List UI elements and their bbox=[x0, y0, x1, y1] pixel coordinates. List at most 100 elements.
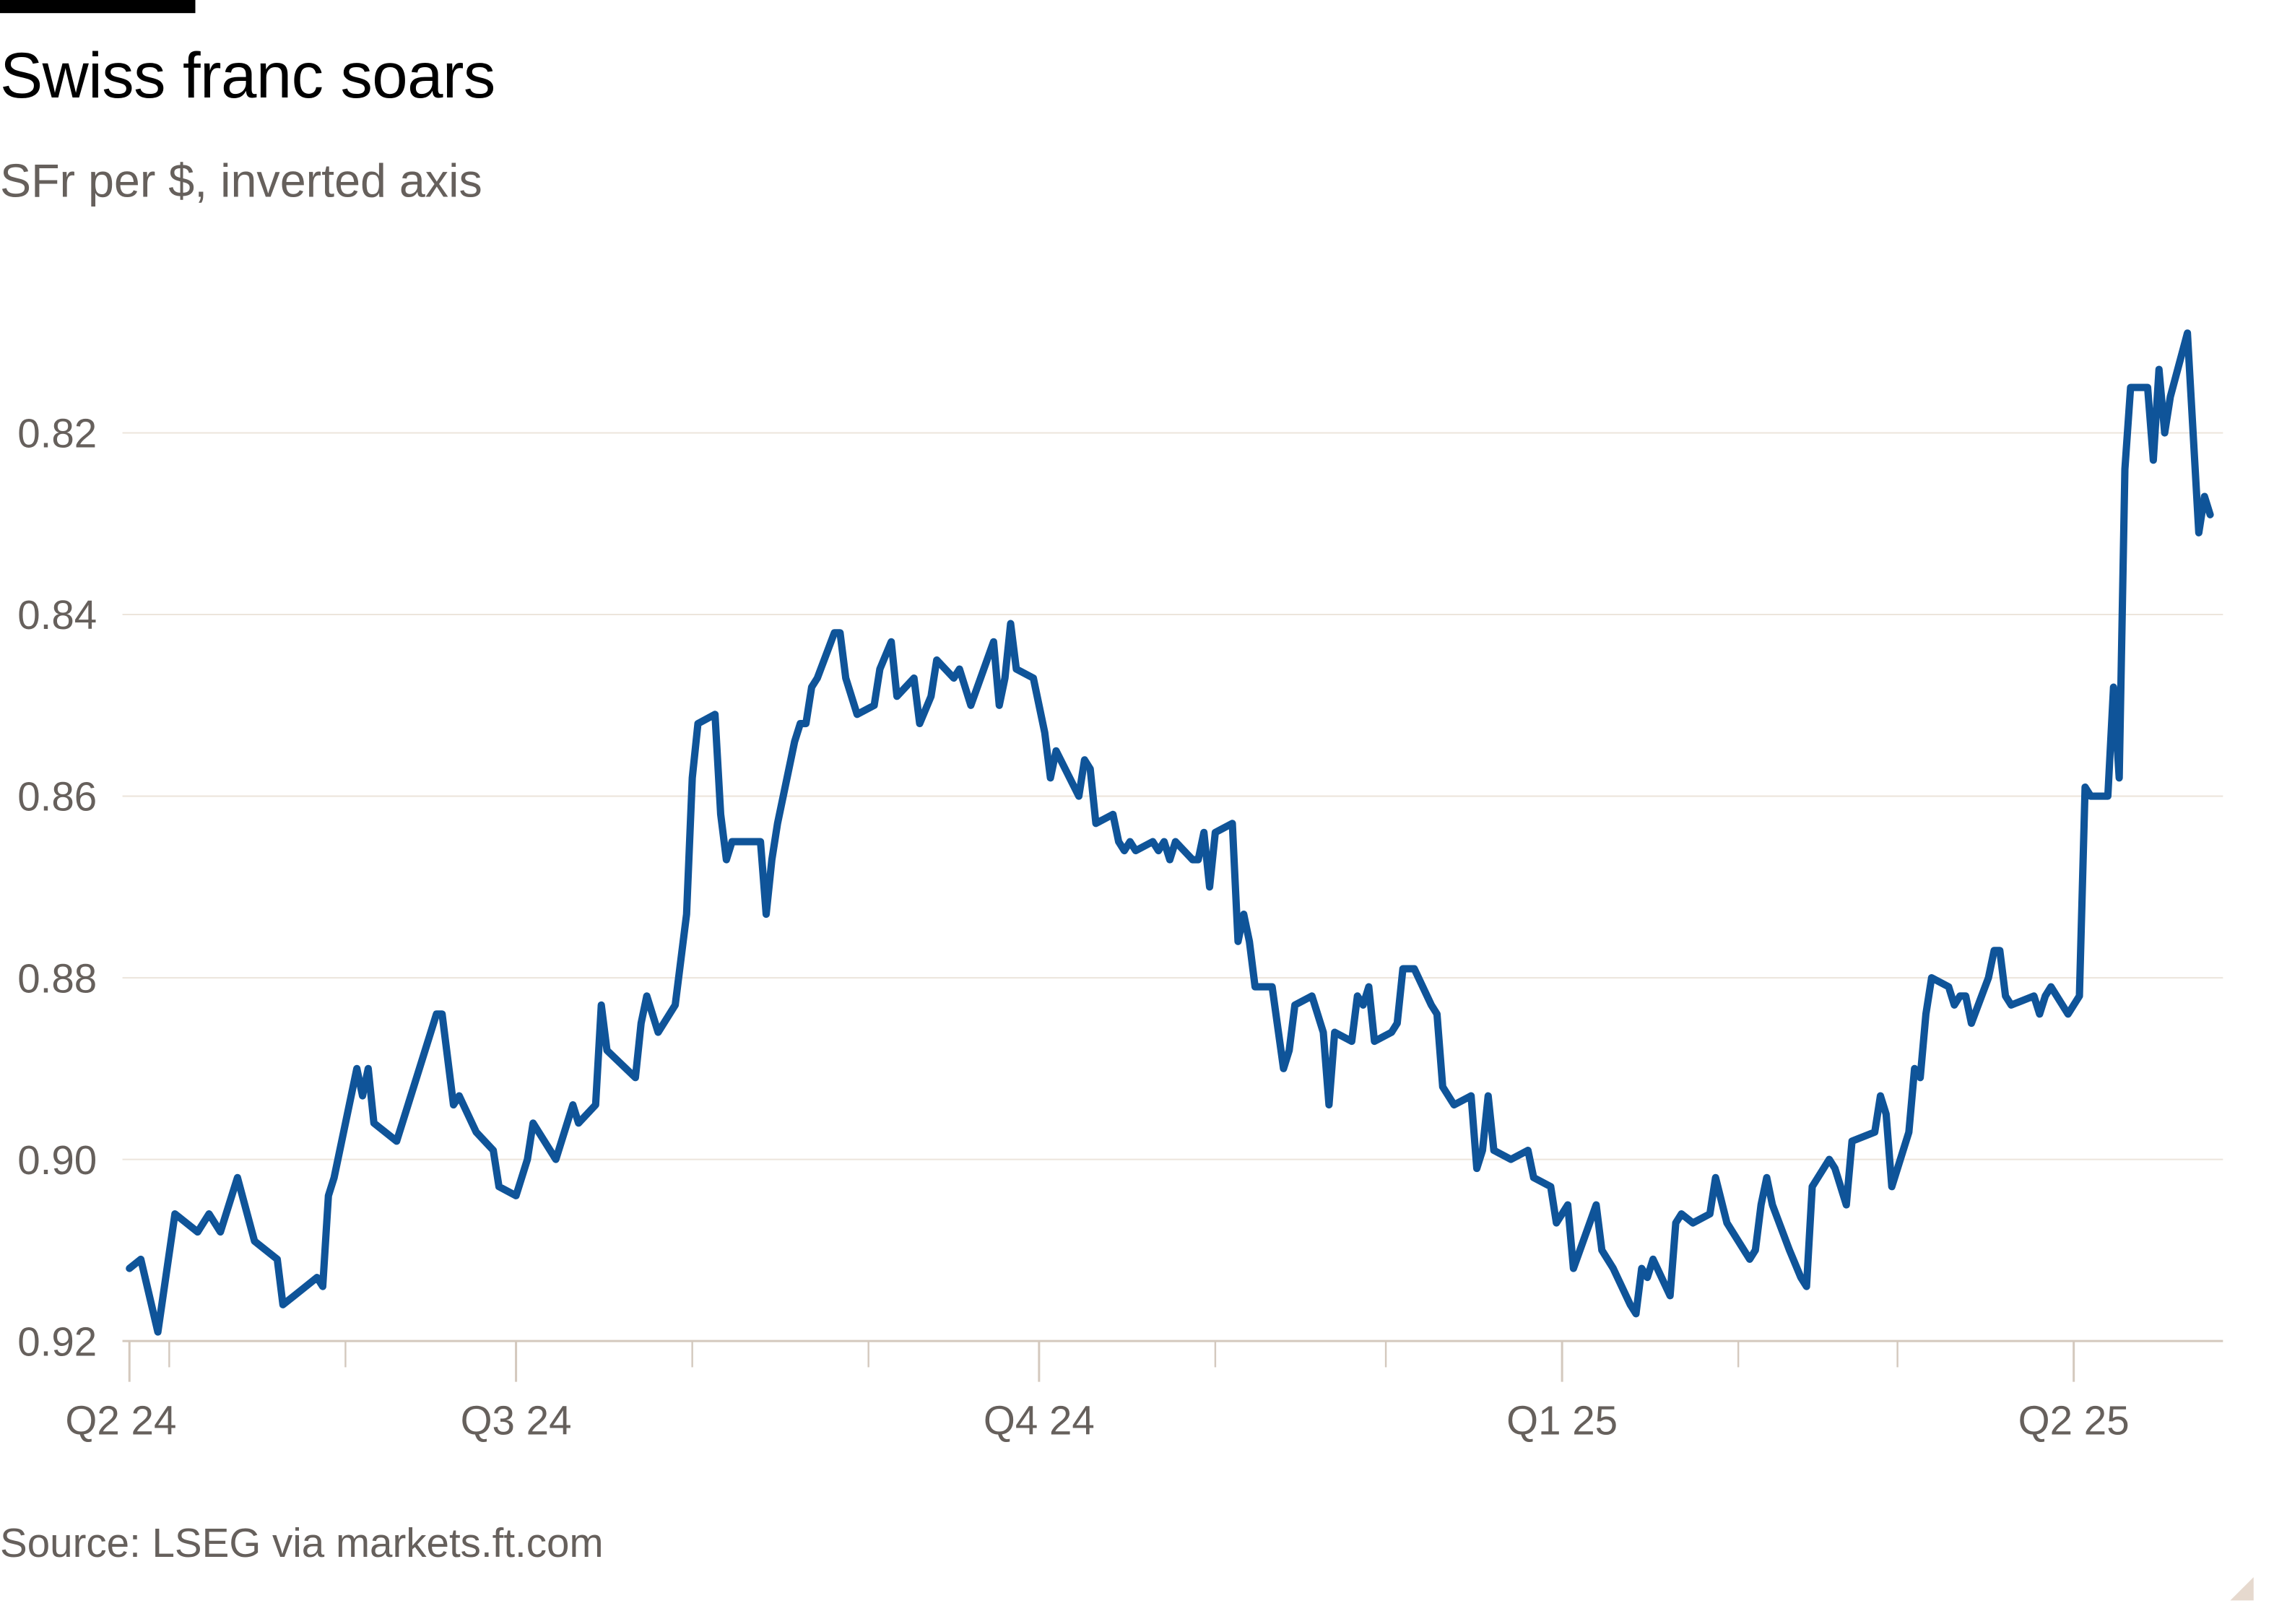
x-tick-label: Q2 25 bbox=[2018, 1397, 2130, 1443]
data-point bbox=[916, 720, 923, 727]
data-point bbox=[2041, 992, 2049, 999]
data-point bbox=[791, 738, 798, 745]
data-point bbox=[2110, 684, 2117, 691]
data-point bbox=[1917, 1074, 1924, 1081]
data-point bbox=[2161, 429, 2169, 436]
data-point bbox=[1325, 1101, 1332, 1108]
series-sfr-per-usd bbox=[126, 329, 2214, 1336]
data-point bbox=[854, 711, 861, 718]
data-point bbox=[876, 665, 883, 672]
data-point bbox=[404, 1101, 412, 1108]
y-tick-label: 0.86 bbox=[17, 774, 97, 820]
y-tick-label: 0.88 bbox=[17, 955, 97, 1001]
data-point bbox=[1041, 729, 1049, 736]
data-point bbox=[1127, 838, 1134, 845]
data-point bbox=[2156, 365, 2163, 373]
data-point bbox=[1410, 965, 1418, 972]
data-point bbox=[1530, 1174, 1537, 1181]
data-point bbox=[495, 1183, 503, 1190]
data-point bbox=[802, 720, 810, 727]
data-point bbox=[2166, 393, 2174, 400]
data-point bbox=[1758, 1201, 1765, 1208]
data-point bbox=[723, 856, 730, 864]
data-point bbox=[1473, 1165, 1480, 1172]
data-point bbox=[1354, 992, 1361, 999]
data-point bbox=[689, 774, 696, 781]
brand-bar bbox=[0, 0, 196, 14]
data-point bbox=[1115, 838, 1122, 845]
data-point bbox=[234, 1174, 241, 1181]
data-point bbox=[1200, 829, 1207, 836]
data-point bbox=[2008, 1002, 2015, 1009]
data-point bbox=[774, 820, 781, 827]
data-point bbox=[313, 1274, 321, 1281]
y-tick-label: 0.84 bbox=[17, 592, 97, 638]
data-point bbox=[933, 656, 940, 664]
gridlines bbox=[122, 432, 2223, 1342]
data-point bbox=[1439, 1083, 1446, 1090]
data-point bbox=[1093, 820, 1100, 827]
data-point bbox=[1087, 765, 1094, 773]
data-point bbox=[1746, 1256, 1753, 1263]
data-point bbox=[1928, 974, 1935, 981]
data-point bbox=[2047, 983, 2054, 991]
data-point bbox=[1638, 1264, 1645, 1272]
data-point bbox=[1644, 1274, 1651, 1281]
data-point bbox=[1052, 747, 1059, 755]
data-point bbox=[1507, 1156, 1514, 1163]
data-point bbox=[171, 1210, 178, 1217]
data-point bbox=[2104, 793, 2112, 800]
data-point bbox=[1433, 1010, 1441, 1017]
data-point bbox=[2121, 466, 2128, 473]
data-point bbox=[2081, 783, 2088, 791]
data-point bbox=[217, 1228, 224, 1236]
data-point bbox=[1950, 1002, 1958, 1009]
data-point bbox=[643, 992, 651, 999]
data-point bbox=[1479, 1147, 1486, 1154]
data-point bbox=[1570, 1264, 1577, 1272]
data-point bbox=[1467, 1093, 1475, 1100]
data-point bbox=[842, 674, 849, 682]
chart-subtitle: SFr per $, inverted axis bbox=[0, 154, 482, 207]
data-point bbox=[2190, 429, 2197, 436]
data-point bbox=[1945, 983, 1952, 991]
data-point bbox=[2036, 1010, 2043, 1017]
data-point bbox=[888, 638, 895, 646]
data-point bbox=[1360, 1002, 1367, 1009]
data-point bbox=[274, 1256, 281, 1263]
data-point bbox=[472, 1129, 479, 1136]
data-point bbox=[1206, 883, 1213, 890]
data-point bbox=[1012, 665, 1020, 672]
x-tick-label: Q3 24 bbox=[461, 1397, 572, 1443]
data-point bbox=[1786, 1246, 1793, 1254]
data-point bbox=[438, 1010, 446, 1017]
data-point bbox=[1371, 1038, 1378, 1045]
data-point bbox=[524, 1156, 531, 1163]
data-point bbox=[1553, 1220, 1560, 1227]
data-point bbox=[1007, 620, 1014, 628]
data-point bbox=[638, 1020, 645, 1027]
data-point bbox=[1109, 811, 1116, 818]
data-point bbox=[325, 1192, 332, 1199]
data-point bbox=[194, 1228, 201, 1236]
data-point bbox=[1030, 674, 1037, 682]
data-point bbox=[603, 1047, 610, 1054]
data-point bbox=[672, 1002, 679, 1009]
data-point bbox=[450, 1101, 457, 1108]
data-point bbox=[1826, 1156, 1833, 1163]
data-point bbox=[1309, 992, 1316, 999]
data-point bbox=[1723, 1220, 1730, 1227]
data-point bbox=[1672, 1220, 1680, 1227]
data-point bbox=[2207, 511, 2214, 518]
data-point bbox=[1831, 1165, 1839, 1172]
data-point bbox=[1291, 1002, 1298, 1009]
data-point bbox=[1149, 838, 1156, 845]
data-point bbox=[291, 1292, 298, 1299]
data-point bbox=[717, 811, 724, 818]
data-point bbox=[126, 1264, 133, 1272]
data-point bbox=[1888, 1183, 1896, 1190]
data-point bbox=[2065, 1010, 2072, 1017]
data-point bbox=[353, 1065, 360, 1072]
data-point bbox=[836, 629, 843, 636]
